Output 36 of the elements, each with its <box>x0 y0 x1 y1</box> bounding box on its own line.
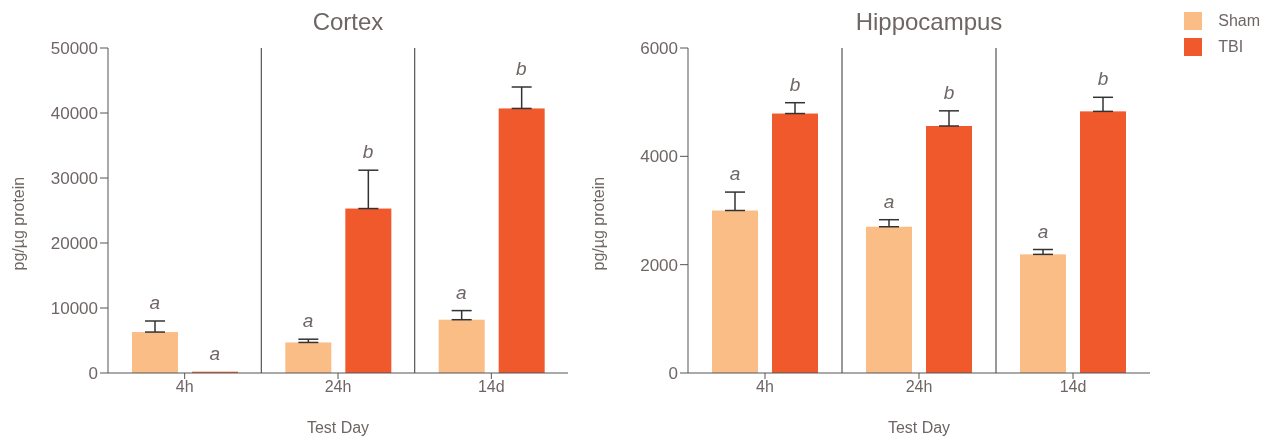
chart-title: Cortex <box>311 8 385 37</box>
data-label: a <box>209 342 220 364</box>
y-tick-label: 2000 <box>640 255 678 275</box>
y-tick-label: 50000 <box>50 39 98 59</box>
data-label: b <box>1097 68 1109 90</box>
y-tick-label: 6000 <box>640 39 678 59</box>
y-tick-label: 20000 <box>50 234 98 254</box>
x-tick-label: 4h <box>756 378 774 396</box>
x-axis-title: Test Day <box>306 419 370 436</box>
data-label: a <box>1037 220 1049 242</box>
y-tick-label: 4000 <box>640 147 678 167</box>
legend-label: TBI <box>1218 38 1244 56</box>
y-tick-label: 10000 <box>50 299 98 319</box>
data-label: b <box>943 81 955 103</box>
data-label: b <box>516 58 527 79</box>
data-label: a <box>302 310 314 332</box>
x-tick-label: 24h <box>905 378 933 396</box>
data-label: a <box>456 281 467 303</box>
y-tick-label: 40000 <box>50 104 98 124</box>
y-axis-title: pg/µg protein <box>589 176 607 271</box>
data-label: a <box>729 163 741 185</box>
data-label: a <box>883 190 895 212</box>
chart-title: Hippocampus <box>855 8 1003 35</box>
x-tick-label: 24h <box>324 378 352 396</box>
data-label: b <box>789 73 801 95</box>
x-axis-title: Test Day <box>887 419 951 436</box>
y-axis-title: pg/µg protein <box>9 176 27 271</box>
legend-label: Sham <box>1218 12 1260 30</box>
x-tick-label: 4h <box>175 378 194 396</box>
y-tick-label: 0 <box>668 364 678 384</box>
y-tick-label: 30000 <box>50 169 98 189</box>
y-tick-label: 0 <box>88 364 98 384</box>
x-tick-label: 14d <box>477 378 505 396</box>
data-label: a <box>149 292 160 313</box>
data-label: b <box>362 141 374 163</box>
x-tick-label: 14d <box>1059 378 1087 396</box>
